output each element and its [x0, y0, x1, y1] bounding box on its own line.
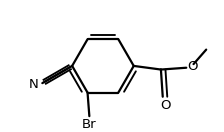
Text: O: O [187, 60, 198, 73]
Text: O: O [160, 98, 171, 112]
Text: Br: Br [82, 118, 97, 131]
Text: N: N [29, 77, 39, 91]
